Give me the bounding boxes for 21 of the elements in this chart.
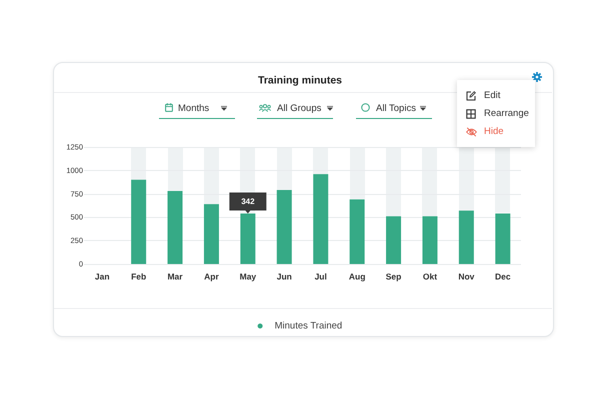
dropdown[interactable]: All Groups (257, 99, 333, 119)
x-tick-label: Aug (348, 272, 366, 282)
x-tick-label: Dec (494, 272, 511, 282)
menu[interactable]: Edit Rearrange Hide (457, 80, 535, 147)
menu-item[interactable]: Edit (457, 88, 535, 104)
x-tick-label: Nov (458, 272, 475, 282)
legend-label: Minutes Trained (274, 320, 342, 332)
dropdown[interactable]: Months (159, 99, 235, 119)
x-tick-label: Jun (276, 272, 292, 282)
x-tick-label: Feb (131, 272, 146, 282)
x-tick-label: Apr (204, 272, 220, 282)
x-tick-label: Okt (422, 272, 438, 282)
menu-item[interactable]: Rearrange (457, 106, 535, 122)
x-tick-label: Mar (167, 272, 184, 282)
x-tick-label: Sep (386, 272, 402, 282)
x-tick-label: May (240, 272, 256, 282)
dropdown[interactable]: All Topics (356, 99, 432, 119)
annotation: 342 (241, 196, 256, 206)
x-tick-label: Jul (314, 272, 327, 282)
x-tick-label: Jan (94, 272, 110, 282)
chart-title: Training minutes (258, 74, 342, 86)
